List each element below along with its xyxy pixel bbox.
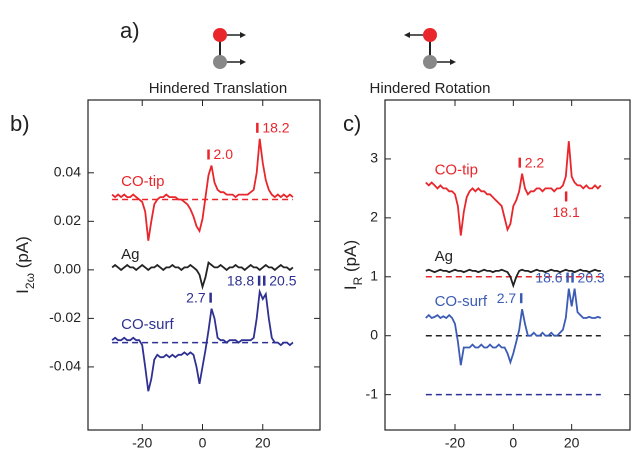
- x-tick-label: -20: [132, 435, 152, 450]
- x-tick-label: 0: [199, 435, 207, 450]
- y-tick-label: 0.02: [54, 212, 81, 228]
- annotation-label: 18.6: [535, 269, 562, 285]
- y-tick-label: 3: [370, 150, 378, 166]
- series-label: Ag: [435, 248, 453, 265]
- series-label: CO-tip: [435, 161, 478, 178]
- y-tick-label: -0.02: [49, 309, 81, 325]
- plot-frame: [87, 99, 321, 431]
- panel-label: a): [120, 18, 140, 43]
- y-tick-label: -1: [366, 385, 379, 401]
- rotation-icon: [404, 28, 456, 69]
- y-axis-label: I2ω (pA): [13, 236, 37, 294]
- series-line: [111, 288, 294, 392]
- annotation-label: 18.8: [227, 272, 254, 288]
- y-tick-label: 2: [370, 209, 378, 225]
- series-line: [425, 268, 601, 289]
- y-axis-label-unit: (pA): [13, 236, 32, 273]
- translation-icon: [213, 28, 246, 69]
- panel-label: b): [10, 111, 30, 136]
- series-label: CO-surf: [435, 293, 488, 310]
- annotation-label: 2.7: [186, 289, 206, 305]
- series-line: [111, 138, 294, 241]
- annotation-label: 20.5: [269, 272, 296, 288]
- series-label: CO-tip: [121, 173, 164, 190]
- panel-label: c): [343, 111, 361, 136]
- series-line: [425, 141, 602, 236]
- y-axis-label-sub: R: [351, 276, 365, 285]
- y-tick-label: 1: [370, 267, 378, 283]
- y-tick-label: -0.04: [49, 358, 81, 374]
- y-tick-label: 0.04: [54, 163, 81, 179]
- y-axis-label-main: I: [341, 285, 360, 290]
- y-tick-label: 0: [370, 326, 378, 342]
- x-tick-label: 0: [509, 435, 517, 450]
- x-tick-label: 20: [564, 435, 580, 450]
- y-axis-label-sub: 2ω: [23, 273, 37, 289]
- annotation-label: 2.2: [525, 154, 545, 170]
- series-label: CO-surf: [121, 316, 174, 333]
- series-line: [425, 288, 602, 366]
- annotation-label: 18.1: [553, 204, 580, 220]
- annotation-label: 18.2: [262, 120, 289, 136]
- x-tick-label: 20: [255, 435, 271, 450]
- caption: Hindered Translation: [149, 80, 287, 97]
- x-tick-label: -20: [445, 435, 465, 450]
- y-axis-label-unit: (pA): [341, 240, 360, 277]
- series-line: [111, 260, 294, 291]
- y-axis-label: IR (pA): [341, 240, 365, 290]
- plot-frame: [384, 99, 631, 431]
- y-axis-label-main: I: [13, 289, 32, 294]
- annotation-label: 20.3: [578, 269, 605, 285]
- annotation-label: 2.7: [497, 290, 517, 306]
- annotation-label: 2.0: [214, 146, 234, 162]
- caption: Hindered Rotation: [370, 80, 491, 97]
- series-label: Ag: [121, 246, 139, 263]
- y-tick-label: 0.00: [54, 261, 81, 277]
